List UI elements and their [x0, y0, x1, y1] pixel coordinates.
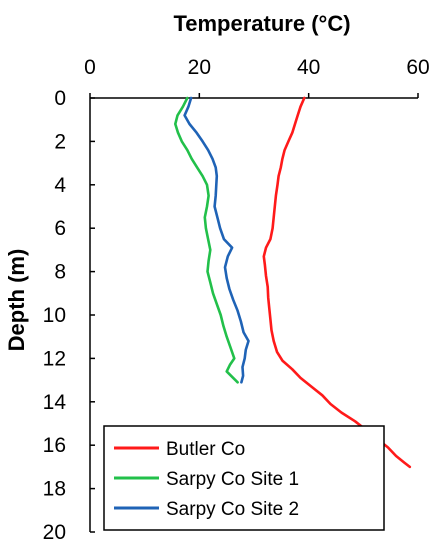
y-tick-label: 4 — [54, 174, 66, 197]
x-tick-label: 0 — [84, 56, 96, 79]
legend: Butler Co Sarpy Co Site 1 Sarpy Co Site 2 — [103, 425, 385, 531]
x-tick-label: 60 — [406, 56, 429, 79]
x-tick-label: 40 — [297, 56, 320, 79]
y-tick-label: 2 — [54, 130, 66, 153]
y-tick-label: 0 — [54, 87, 66, 110]
y-tick-label: 18 — [43, 478, 66, 501]
legend-label: Sarpy Co Site 2 — [166, 499, 299, 520]
y-tick-label: 16 — [43, 434, 66, 457]
y-tick-label: 20 — [43, 521, 66, 544]
x-axis-title: Temperature (°C) — [173, 11, 350, 36]
series-line — [262, 96, 412, 469]
legend-label: Sarpy Co Site 1 — [166, 469, 299, 490]
y-axis-title: Depth (m) — [4, 249, 29, 352]
y-tick-label: 14 — [43, 391, 67, 414]
x-tick-label: 20 — [188, 56, 211, 79]
series-line — [174, 96, 239, 384]
legend-box — [103, 425, 385, 531]
legend-label: Butler Co — [166, 439, 245, 460]
series-line — [183, 96, 250, 384]
data-series — [174, 96, 412, 469]
plot-axes: 0 20 40 60 0 2 4 6 8 10 12 14 16 18 20 — [43, 56, 430, 544]
y-tick-label: 8 — [54, 261, 66, 284]
y-tick-label: 12 — [43, 347, 66, 370]
y-tick-label: 10 — [43, 304, 66, 327]
y-tick-label: 6 — [54, 217, 66, 240]
